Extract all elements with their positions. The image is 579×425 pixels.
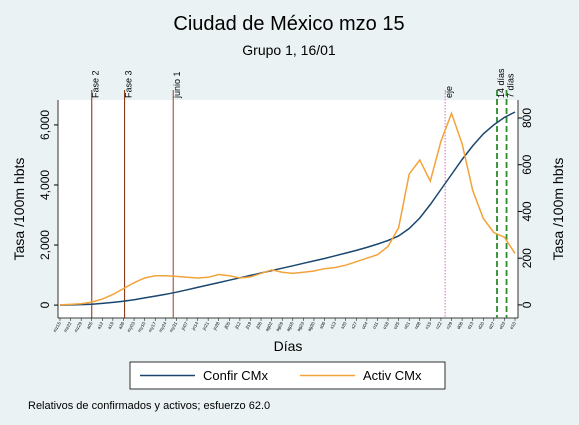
x-tick-label: n15: [424, 321, 432, 330]
y2-tick-label: 600: [520, 154, 534, 174]
y2-tick-label: 200: [520, 248, 534, 268]
x-tick-label: o11: [371, 321, 379, 330]
chart-title: Ciudad de México mzo 15: [173, 13, 404, 35]
x-tick-label: jn14: [190, 321, 199, 332]
x-tick-label: mz29: [73, 321, 83, 333]
x-tick-label: jl05: [223, 321, 232, 331]
x-tick-label: ag02: [264, 321, 274, 333]
x-tick-label: my31: [168, 321, 178, 333]
x-tick-label: ag30: [306, 321, 316, 333]
x-tick-label: o25: [392, 321, 400, 330]
annotation-label: eje: [444, 86, 454, 98]
x-tick-label: jl12: [233, 321, 242, 331]
series-line: [59, 111, 516, 306]
y2-axis-label: Tasa /100m hbts: [550, 158, 566, 261]
note: Relativos de confirmados y activos; esfu…: [28, 400, 270, 412]
x-tick-label: my10: [137, 321, 147, 333]
x-tick-label: d06: [456, 321, 464, 330]
x-tick-label: o04: [361, 321, 369, 330]
x-tick-label: s27: [350, 321, 358, 330]
chart-subtitle: Grupo 1, 16/01: [242, 42, 336, 58]
x-tick-label: ag16: [285, 321, 295, 333]
plot-area: [58, 100, 518, 318]
x-tick-label: ag23: [296, 321, 306, 333]
x-tick-label: n01: [403, 321, 411, 330]
x-tick-label: n08: [414, 321, 422, 330]
annotation-label: junio 1: [172, 71, 182, 99]
x-tick-label: o18: [382, 321, 390, 330]
y2-tick-label: 0: [520, 301, 534, 308]
series-line: [59, 111, 516, 306]
y-tick-label: 0: [38, 301, 52, 308]
annotation-label: 14 días: [496, 68, 506, 98]
x-tick-label: my24: [158, 321, 168, 333]
x-axis-label: Días: [274, 338, 303, 354]
annotation-label: 7 días: [506, 73, 516, 98]
x-tick-label: jn21: [201, 321, 210, 332]
x-tick-label: e03: [498, 321, 506, 330]
y2-tick-label: 800: [520, 108, 534, 128]
annotation-label: Fase 3: [124, 70, 134, 98]
x-tick-label: s20: [340, 321, 348, 330]
x-tick-label: a26: [117, 321, 125, 330]
legend-label: Activ CMx: [363, 368, 422, 383]
y-axis-label: Tasa /100m hbts: [11, 158, 27, 261]
x-tick-label: s13: [329, 321, 337, 330]
x-tick-label: jn07: [180, 321, 189, 332]
y-tick-label: 2,000: [38, 230, 52, 260]
x-tick-label: a19: [107, 321, 115, 330]
y2-tick-label: 400: [520, 201, 534, 221]
x-tick-label: d20: [477, 321, 485, 330]
x-tick-label: n29: [445, 321, 453, 330]
x-tick-label: a12: [96, 321, 104, 330]
x-tick-label: my17: [147, 321, 157, 333]
x-tick-label: e10: [509, 321, 517, 330]
legend-label: Confir CMx: [203, 368, 269, 383]
x-tick-label: mz22: [63, 321, 73, 333]
x-tick-label: jn28: [211, 321, 220, 332]
x-tick-label: ag09: [275, 321, 285, 333]
y-tick-label: 6,000: [38, 110, 52, 140]
annotation-label: Fase 2: [91, 70, 101, 98]
x-tick-label: my03: [126, 321, 136, 333]
x-tick-label: s06: [318, 321, 326, 330]
x-tick-label: d13: [466, 321, 474, 330]
x-tick-label: a05: [86, 321, 94, 330]
x-tick-label: jl19: [244, 321, 253, 331]
x-tick-label: mz15: [52, 321, 62, 333]
x-tick-label: n22: [435, 321, 443, 330]
x-tick-label: d27: [488, 321, 496, 330]
y-tick-label: 4,000: [38, 170, 52, 200]
x-tick-label: jl26: [255, 321, 264, 331]
